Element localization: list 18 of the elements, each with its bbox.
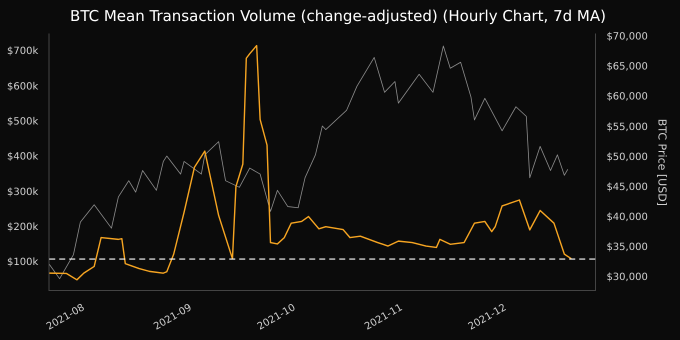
y-tick-label: $400k	[6, 152, 38, 163]
y-tick-label: $600k	[6, 81, 38, 92]
y-tick-label: $700k	[6, 46, 38, 58]
y2-tick-label: $65,000	[606, 62, 648, 73]
y2-tick-label: $45,000	[606, 182, 648, 193]
y2-tick-label: $50,000	[606, 152, 648, 163]
y2-tick-label: $70,000	[606, 32, 648, 43]
y2-tick-label: $40,000	[606, 212, 648, 223]
y-tick-label: $300k	[6, 186, 38, 198]
y2-tick-label: $55,000	[606, 122, 648, 133]
y2-axis-title: BTC Price [USD]	[656, 118, 669, 206]
chart-title: BTC Mean Transaction Volume (change-adjusted) (Hourly Chart, 7d MA)	[70, 6, 606, 25]
y-tick-label: $500k	[6, 116, 38, 128]
y2-tick-label: $60,000	[606, 92, 648, 103]
y2-tick-label: $30,000	[606, 272, 648, 284]
y-tick-label: $200k	[6, 222, 38, 234]
y-tick-label: $100k	[6, 257, 38, 268]
y2-tick-label: $35,000	[606, 242, 648, 254]
